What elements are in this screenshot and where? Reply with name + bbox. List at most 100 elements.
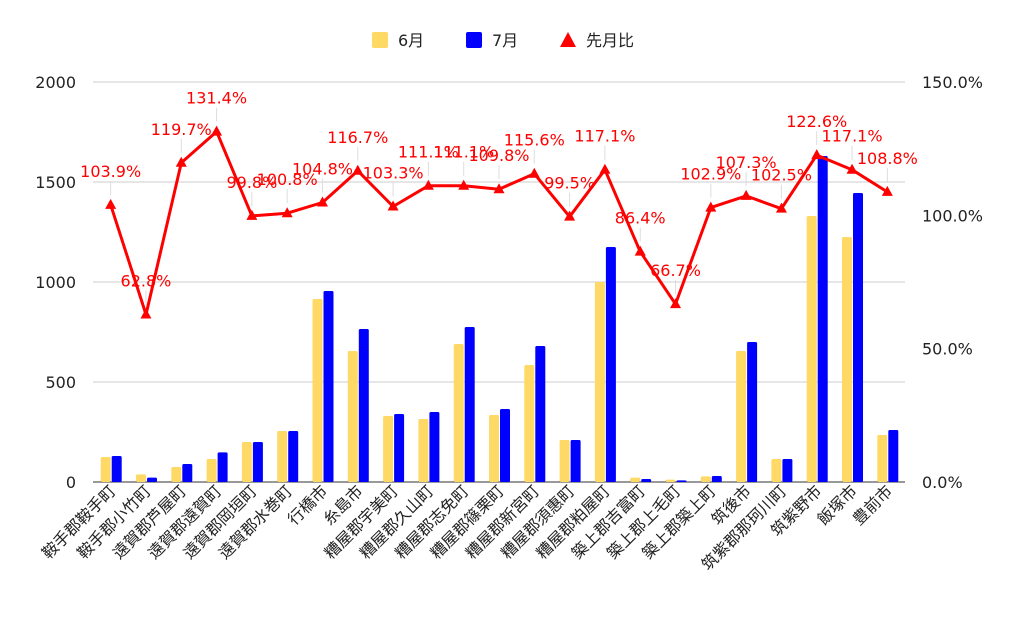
y-right-tick-label: 50.0% bbox=[922, 340, 973, 359]
ratio-line: 103.9% 62.8% 119.7% 131.4% 99.8%100.8%104.8%… bbox=[80, 89, 918, 319]
ratio-marker bbox=[105, 198, 117, 209]
ratio-marker bbox=[493, 183, 505, 194]
bar-6月 bbox=[347, 351, 358, 482]
right-axis: 0.0% 50.0% 100.0% 150.0% bbox=[922, 73, 983, 492]
bars bbox=[100, 156, 899, 482]
ratio-data-label: 111.1% bbox=[433, 143, 494, 162]
gridlines bbox=[93, 81, 905, 483]
y-left-tick-label: 2000 bbox=[35, 73, 76, 92]
bar-6月 bbox=[171, 467, 182, 482]
ratio-marker bbox=[352, 164, 364, 175]
ratio-marker bbox=[846, 163, 858, 174]
left-axis: 0 500 1000 1500 2000 bbox=[35, 73, 76, 492]
ratio-data-label: 86.4% bbox=[615, 209, 666, 228]
ratio-data-label: 66.7% bbox=[650, 261, 701, 280]
legend-label: 先月比 bbox=[586, 31, 634, 50]
legend-swatch bbox=[466, 32, 482, 48]
ratio-data-label: 117.1% bbox=[574, 127, 635, 146]
y-left-tick-label: 0 bbox=[66, 473, 76, 492]
bar-6月 bbox=[559, 440, 570, 482]
ratio-marker bbox=[175, 156, 187, 167]
bar-6月 bbox=[594, 282, 605, 482]
ratio-data-label: 62.8% bbox=[121, 272, 172, 291]
ratio-marker bbox=[140, 308, 152, 319]
bar-7月 bbox=[782, 459, 793, 482]
bar-6月 bbox=[842, 237, 852, 482]
bar-7月 bbox=[111, 456, 122, 482]
bar-7月 bbox=[747, 342, 758, 482]
bar-6月 bbox=[700, 476, 711, 482]
ratio-data-label: 117.1% bbox=[822, 127, 883, 146]
ratio-marker bbox=[775, 202, 787, 213]
bar-6月 bbox=[383, 416, 394, 482]
bar-6月 bbox=[736, 351, 747, 482]
legend-item: 6月 bbox=[372, 31, 424, 50]
bar-6月 bbox=[665, 479, 676, 482]
bar-7月 bbox=[888, 430, 899, 482]
ratio-data-label: 103.3% bbox=[363, 164, 424, 183]
ratio-marker bbox=[634, 245, 646, 256]
bar-6月 bbox=[877, 435, 888, 482]
x-tick-label: 豊前市 bbox=[849, 481, 896, 528]
y-left-tick-label: 1500 bbox=[35, 173, 76, 192]
bar-7月 bbox=[358, 329, 369, 482]
bar-6月 bbox=[489, 415, 499, 482]
ratio-data-label: 107.3% bbox=[716, 153, 777, 172]
ratio-data-label: 111.1% bbox=[398, 143, 459, 162]
ratio-marker bbox=[564, 210, 576, 221]
ratio-marker bbox=[670, 298, 682, 309]
ratio-data-label: 116.7% bbox=[327, 128, 388, 147]
ratio-data-label: 131.4% bbox=[186, 89, 247, 108]
legend-swatch bbox=[560, 32, 576, 47]
ratio-data-label: 102.9% bbox=[680, 165, 741, 184]
ratio-marker bbox=[599, 163, 611, 174]
ratio-marker bbox=[316, 196, 328, 207]
bar-7月 bbox=[252, 442, 263, 482]
bar-6月 bbox=[524, 365, 535, 482]
bar-6月 bbox=[418, 419, 429, 482]
bar-6月 bbox=[100, 457, 111, 482]
legend-swatch bbox=[372, 32, 388, 48]
bar-7月 bbox=[288, 431, 299, 482]
legend: 6月 7月 先月比 bbox=[372, 31, 634, 50]
y-right-tick-label: 100.0% bbox=[922, 206, 983, 225]
ratio-data-label: 119.7% bbox=[151, 120, 212, 139]
ratio-data-label: 108.8% bbox=[857, 149, 918, 168]
bar-7月 bbox=[217, 452, 228, 482]
bar-7月 bbox=[641, 479, 652, 482]
ratio-data-label: 104.8% bbox=[292, 160, 353, 179]
bar-6月 bbox=[453, 344, 464, 482]
bar-7月 bbox=[605, 247, 616, 482]
ratio-marker bbox=[528, 167, 540, 178]
bar-7月 bbox=[464, 327, 475, 482]
legend-item: 7月 bbox=[466, 31, 518, 50]
y-left-tick-label: 1000 bbox=[35, 273, 76, 292]
ratio-marker bbox=[281, 207, 293, 218]
bar-7月 bbox=[500, 409, 510, 482]
bar-6月 bbox=[241, 442, 252, 482]
ratio-marker bbox=[422, 179, 434, 190]
ratio-data-label: 99.8% bbox=[226, 173, 277, 192]
ratio-marker bbox=[246, 209, 258, 220]
legend-item: 先月比 bbox=[560, 31, 634, 50]
ratio-data-label: 99.5% bbox=[544, 174, 595, 193]
ratio-marker bbox=[458, 179, 470, 190]
bar-7月 bbox=[429, 412, 440, 482]
bar-7月 bbox=[853, 193, 863, 482]
bar-6月 bbox=[771, 459, 782, 482]
ratio-marker bbox=[740, 189, 752, 200]
bar-6月 bbox=[136, 474, 146, 482]
bar-7月 bbox=[147, 477, 157, 482]
ratio-data-label: 100.8% bbox=[257, 170, 318, 189]
bar-7月 bbox=[570, 440, 581, 482]
bar-7月 bbox=[323, 291, 334, 482]
bar-7月 bbox=[711, 476, 722, 482]
ratio-marker bbox=[705, 201, 717, 212]
bar-7月 bbox=[817, 156, 828, 482]
bar-6月 bbox=[277, 431, 288, 482]
bar-7月 bbox=[394, 414, 405, 482]
ratio-data-label: 122.6% bbox=[786, 112, 847, 131]
bar-7月 bbox=[676, 480, 687, 482]
ratio-data-label: 109.8% bbox=[468, 146, 529, 165]
